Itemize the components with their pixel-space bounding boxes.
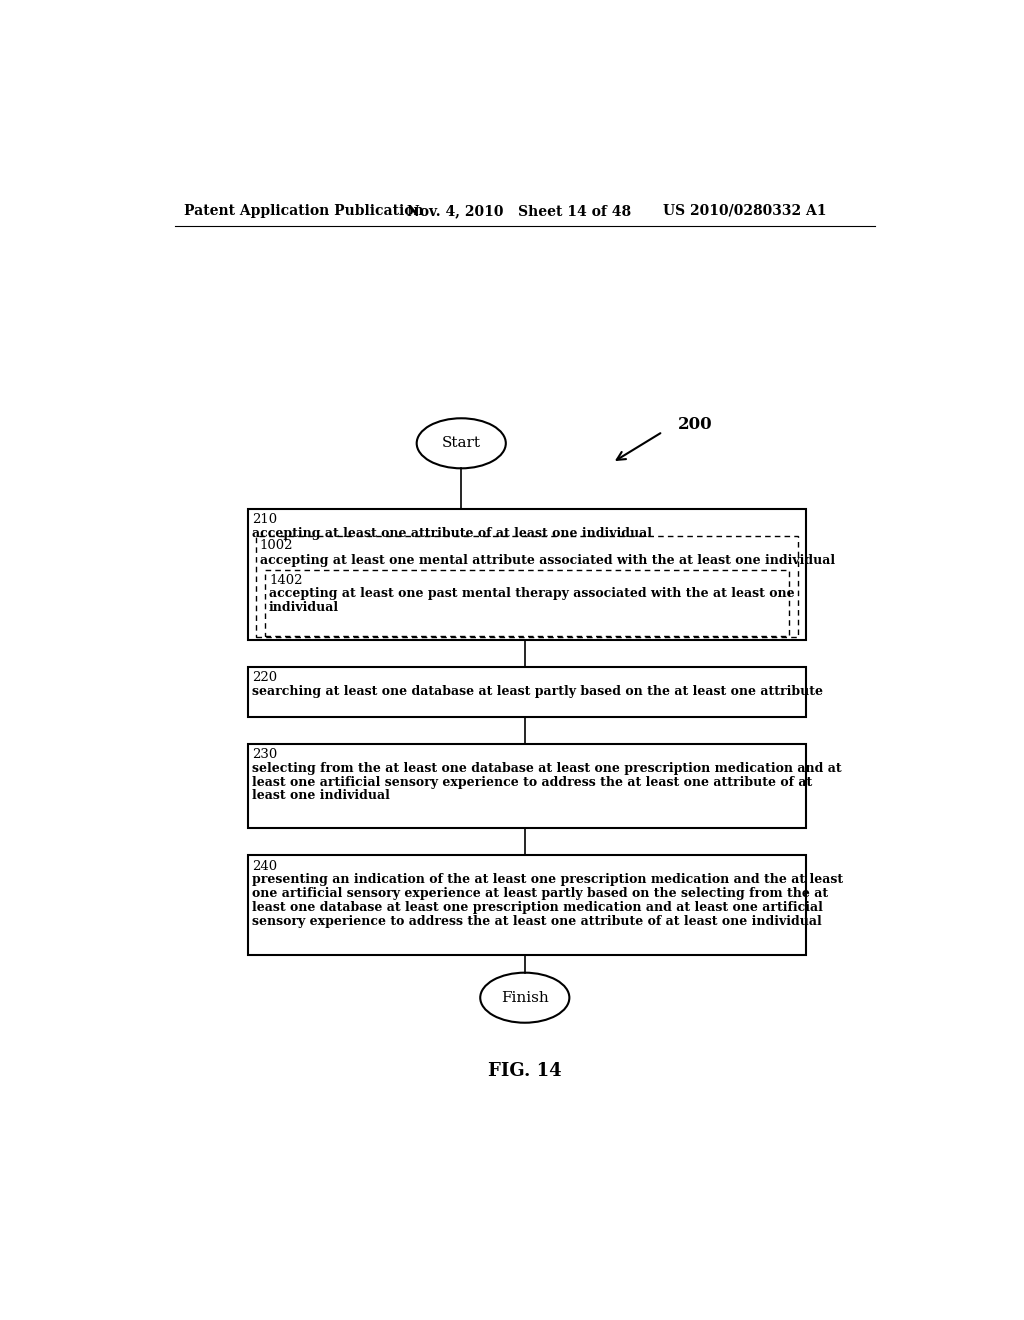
Bar (248, 743, 806, 829)
Text: presenting an indication of the at least one prescription medication and the at : presenting an indication of the at least… (252, 874, 843, 887)
Bar (248, 508, 806, 640)
Text: selecting from the at least one database at least one prescription medication an: selecting from the at least one database… (252, 762, 842, 775)
Text: 200: 200 (678, 416, 713, 433)
Text: least one artificial sensory experience to address the at least one attribute of: least one artificial sensory experience … (252, 776, 812, 788)
Text: accepting at least one past mental therapy associated with the at least one: accepting at least one past mental thera… (269, 587, 795, 601)
Bar (248, 667, 806, 717)
Text: sensory experience to address the at least one attribute of at least one individ: sensory experience to address the at lea… (252, 915, 821, 928)
Text: least one database at least one prescription medication and at least one artific: least one database at least one prescrip… (252, 902, 823, 915)
Text: Nov. 4, 2010   Sheet 14 of 48: Nov. 4, 2010 Sheet 14 of 48 (407, 203, 631, 218)
Text: one artificial sensory experience at least partly based on the selecting from th: one artificial sensory experience at lea… (252, 887, 828, 900)
Text: accepting at least one mental attribute associated with the at least one individ: accepting at least one mental attribute … (260, 554, 835, 566)
Text: individual: individual (269, 601, 339, 614)
Text: 220: 220 (252, 671, 278, 684)
Bar (265, 570, 790, 636)
Text: searching at least one database at least partly based on the at least one attrib: searching at least one database at least… (252, 685, 823, 698)
Bar (248, 855, 806, 956)
Bar (256, 536, 799, 638)
Text: 230: 230 (252, 748, 278, 760)
Text: 1402: 1402 (269, 574, 302, 587)
Text: 1002: 1002 (260, 539, 293, 552)
Text: 210: 210 (252, 513, 278, 527)
Text: Patent Application Publication: Patent Application Publication (183, 203, 424, 218)
Text: US 2010/0280332 A1: US 2010/0280332 A1 (663, 203, 826, 218)
Text: Finish: Finish (501, 991, 549, 1005)
Text: 240: 240 (252, 859, 278, 873)
Text: FIG. 14: FIG. 14 (488, 1061, 561, 1080)
Text: Start: Start (441, 437, 480, 450)
Text: accepting at least one attribute of at least one individual: accepting at least one attribute of at l… (252, 527, 652, 540)
Text: least one individual: least one individual (252, 789, 390, 803)
